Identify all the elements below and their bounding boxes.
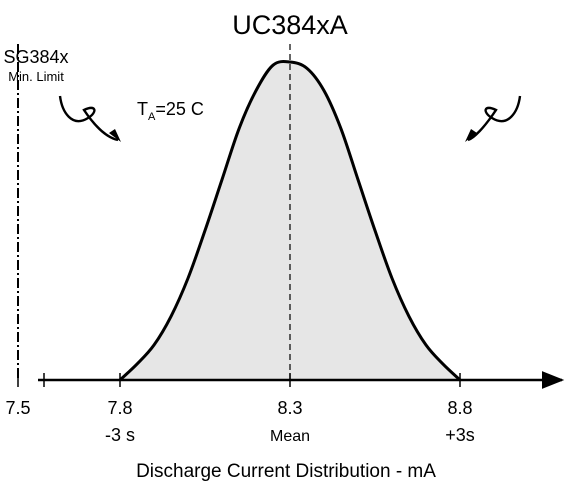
x-axis-label: Discharge Current Distribution - mA (136, 461, 436, 482)
limit-pointer-arrow (58, 95, 119, 142)
limit-arrowhead (109, 129, 121, 142)
limit-sublabel: Min. Limit (8, 69, 64, 84)
temperature-condition: TA=25 C (137, 99, 204, 123)
distribution-curve (118, 60, 462, 382)
condition-prefix: T (137, 99, 148, 119)
tick-sublabel: +3s (445, 425, 475, 445)
tick-sublabel: Mean (270, 428, 310, 445)
condition-subscript: A (148, 111, 156, 123)
limit-arrowhead (465, 129, 477, 142)
tick-label: 8.8 (447, 398, 472, 418)
distribution-fill (120, 61, 460, 381)
chart-title: UC384xA (232, 10, 348, 40)
limit-label: SG384x (3, 47, 68, 67)
limit-pointer-arrow (467, 95, 522, 142)
condition-suffix: =25 C (155, 99, 204, 119)
tick-label: 7.8 (107, 398, 132, 418)
tick-label: 8.3 (277, 398, 302, 418)
tick-sublabel: -3 s (105, 425, 135, 445)
tick-label: 7.5 (5, 398, 30, 418)
